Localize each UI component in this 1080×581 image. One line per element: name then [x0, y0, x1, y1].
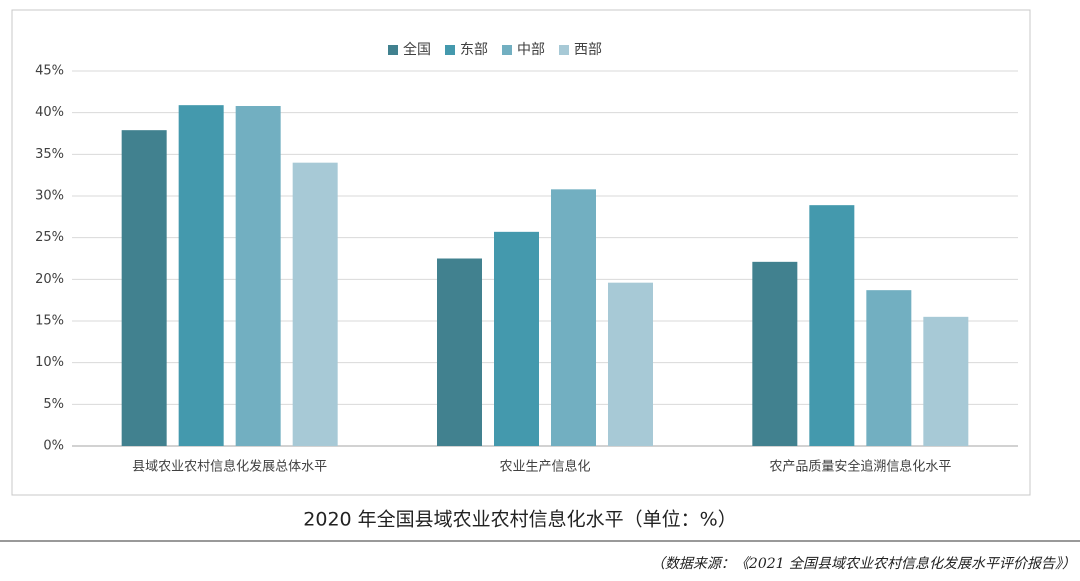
- y-tick-label: 20%: [35, 272, 64, 287]
- bar: [437, 258, 482, 446]
- legend-swatch: [502, 45, 512, 55]
- y-tick-label: 5%: [43, 397, 64, 412]
- y-tick-label: 35%: [35, 147, 64, 162]
- x-tick-label: 县域农业农村信息化发展总体水平: [132, 459, 327, 475]
- bar: [494, 231, 539, 446]
- bar: [752, 261, 798, 446]
- y-tick-label: 0%: [43, 439, 64, 454]
- y-tick-label: 45%: [35, 64, 64, 79]
- legend-swatch: [388, 45, 398, 55]
- bar: [923, 316, 969, 446]
- y-tick-label: 30%: [35, 189, 64, 204]
- bar: [235, 106, 281, 446]
- x-tick-label: 农产品质量安全追溯信息化水平: [769, 459, 951, 475]
- bar: [551, 189, 596, 447]
- y-tick-label: 10%: [35, 355, 64, 370]
- bar: [608, 282, 653, 446]
- bar: [121, 130, 167, 446]
- legend-swatch: [559, 45, 569, 55]
- bar: [292, 162, 338, 446]
- source-note: （数据来源：《2021 全国县域农业农村信息化发展水平评价报告》）: [651, 556, 1076, 572]
- chart-frame: [11, 9, 1031, 496]
- y-tick-label: 25%: [35, 230, 64, 245]
- legend-swatch: [445, 45, 455, 55]
- x-tick-label: 农业生产信息化: [499, 459, 590, 475]
- legend-label: 西部: [574, 42, 602, 58]
- bar: [866, 290, 912, 446]
- y-tick-label: 40%: [35, 105, 64, 120]
- bar: [809, 205, 855, 446]
- legend-label: 中部: [517, 42, 545, 58]
- legend-label: 全国: [403, 41, 431, 58]
- chart-title: 2020 年全国县域农业农村信息化水平（单位：%）: [303, 509, 736, 531]
- legend-label: 东部: [460, 42, 488, 58]
- y-tick-label: 15%: [35, 314, 64, 329]
- bar: [178, 105, 224, 447]
